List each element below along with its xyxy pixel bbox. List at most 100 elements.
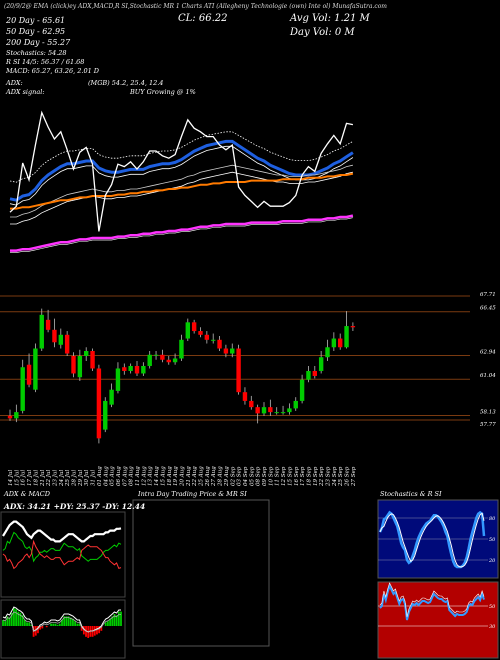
candle-body bbox=[318, 357, 324, 371]
candle-body bbox=[274, 412, 279, 414]
candle-body bbox=[14, 412, 19, 419]
candle-body bbox=[299, 379, 305, 401]
macd-histogram-bar bbox=[6, 616, 9, 626]
date-label: 18 Jul bbox=[33, 470, 39, 486]
macd-histogram-bar bbox=[104, 622, 107, 626]
rsi-frame bbox=[377, 581, 499, 659]
macd-histogram-bar bbox=[30, 624, 33, 626]
rsi-panel: 50 30 bbox=[377, 581, 499, 659]
candle-body bbox=[84, 351, 89, 357]
ema50-line bbox=[10, 164, 353, 218]
candle-body bbox=[249, 400, 254, 408]
stochastics-level-label: 20 bbox=[488, 558, 496, 564]
date-label: 12 Sep bbox=[281, 466, 287, 486]
macd-histogram-bar bbox=[98, 626, 101, 634]
candle-body bbox=[20, 367, 25, 411]
avg-volume: Avg Vol: 1.21 M bbox=[290, 13, 370, 24]
adx-value: (MGB) 54.2, 25.4, 12.4 bbox=[88, 79, 164, 87]
macd-histogram-bar bbox=[2, 620, 4, 626]
date-label: 15 Jul bbox=[14, 470, 20, 486]
date-label: 18 Aug bbox=[167, 466, 173, 486]
candle-body bbox=[230, 348, 235, 354]
ema200-line bbox=[10, 214, 354, 252]
macd-histogram-bar bbox=[61, 620, 63, 626]
macd-histogram-bar bbox=[13, 608, 15, 626]
date-label: 21 Jul bbox=[40, 470, 46, 487]
ema100-line bbox=[10, 172, 354, 210]
candle-body bbox=[280, 412, 286, 414]
price-axis-labels: 67.71 66.45 62.94 61.04 58.13 57.77 bbox=[480, 292, 496, 428]
candle-body bbox=[312, 370, 317, 376]
candle-body bbox=[153, 354, 159, 356]
candle-body bbox=[242, 392, 248, 401]
candle-body bbox=[185, 322, 190, 339]
candle-body bbox=[141, 365, 146, 374]
date-label: 12 Aug bbox=[141, 466, 147, 486]
macd-histogram-bar bbox=[19, 612, 22, 626]
candle-body bbox=[7, 415, 13, 419]
candle-body bbox=[338, 338, 343, 348]
date-label: 08 Sep bbox=[256, 466, 262, 486]
candle-body bbox=[90, 351, 95, 369]
stochastics-k-line bbox=[378, 510, 486, 569]
date-label: 07 Aug bbox=[122, 466, 128, 486]
macd-histogram-bar bbox=[17, 611, 20, 626]
date-label: 24 Sep bbox=[332, 466, 338, 487]
date-label: 21 Aug bbox=[186, 466, 192, 487]
candle-body bbox=[166, 359, 171, 363]
stochastics-d-line bbox=[379, 512, 485, 568]
candle-body bbox=[58, 334, 63, 345]
close-price-line bbox=[9, 110, 354, 232]
rsi-level-label: 50 bbox=[489, 604, 496, 610]
intraday-panel bbox=[132, 499, 270, 647]
date-label: 05 Aug bbox=[110, 466, 116, 486]
candle-body bbox=[306, 370, 311, 380]
candle-body bbox=[204, 334, 210, 340]
candle-body bbox=[52, 329, 57, 343]
date-label: 05 Sep bbox=[249, 466, 255, 486]
macd-histogram-bar bbox=[120, 611, 122, 626]
ema-lines bbox=[9, 139, 354, 253]
price-axis-label: 62.94 bbox=[480, 350, 496, 356]
intraday-frame bbox=[132, 499, 270, 647]
date-label: 17 Jul bbox=[27, 470, 33, 486]
candle-body bbox=[115, 368, 121, 391]
date-label: 25 Sep bbox=[338, 466, 344, 487]
macd-label: MACD: 65.27, 63.26, 2.01 D bbox=[6, 67, 100, 75]
macd-histogram-bar bbox=[106, 621, 109, 626]
macd-histogram-bar bbox=[21, 615, 24, 626]
candle-body bbox=[39, 314, 44, 349]
candle-body bbox=[223, 348, 229, 354]
candle-body bbox=[71, 356, 76, 374]
macd-histogram-bar bbox=[26, 622, 28, 626]
candle-body bbox=[268, 407, 273, 413]
candle-body bbox=[109, 389, 114, 405]
candle-body bbox=[134, 365, 140, 374]
date-label: 03 Sep bbox=[237, 466, 243, 486]
adx-label: ADX: bbox=[6, 79, 23, 87]
date-label: 08 Aug bbox=[129, 466, 135, 486]
stochastics-level-label: 80 bbox=[489, 516, 496, 522]
macd-histogram-bar bbox=[39, 626, 42, 630]
candlestick-series bbox=[7, 308, 356, 444]
macd-histogram-bar bbox=[23, 620, 26, 626]
macd-histogram-bar bbox=[15, 609, 18, 626]
candle-body bbox=[172, 358, 178, 363]
stochastics-label: Stochastics: 54.28 bbox=[6, 49, 67, 57]
stochastics-panel: 80 50 20 bbox=[377, 499, 499, 579]
date-label: 22 Jul bbox=[46, 470, 52, 487]
candle-body bbox=[344, 326, 349, 348]
candle-body bbox=[293, 400, 298, 409]
adx-macd-title: ADX & MACD bbox=[4, 490, 50, 498]
intraday-title: Intra Day Trading Price & MR SI bbox=[138, 490, 247, 498]
adx-series-line bbox=[2, 539, 122, 570]
date-label: 20 Aug bbox=[179, 466, 185, 487]
macd-histogram-bar bbox=[113, 614, 116, 626]
macd-histogram-bar bbox=[69, 617, 72, 626]
date-label: 14 Aug bbox=[154, 466, 160, 486]
macd-histogram-bar bbox=[111, 616, 114, 626]
signal-dotted-line bbox=[9, 131, 354, 183]
macd-histogram-bar bbox=[72, 618, 74, 626]
adx-series-line bbox=[2, 531, 122, 563]
macd-line bbox=[2, 606, 121, 633]
